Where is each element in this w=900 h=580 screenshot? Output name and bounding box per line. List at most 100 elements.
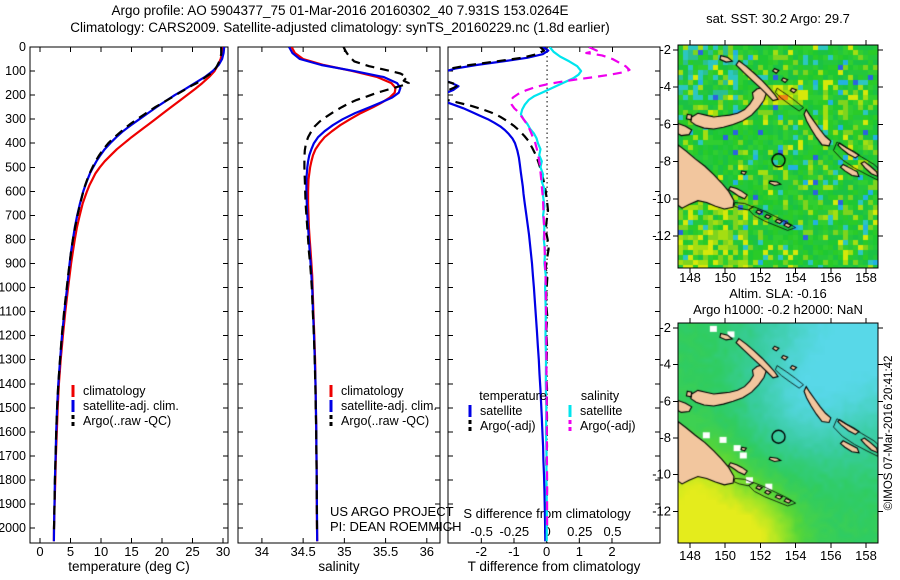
svg-text:900: 900 xyxy=(5,256,26,270)
svg-text:10: 10 xyxy=(94,544,108,559)
svg-text:800: 800 xyxy=(5,232,26,246)
svg-text:S difference from climatology: S difference from climatology xyxy=(463,506,631,521)
series-s-argo-adj- xyxy=(509,47,631,530)
svg-text:1600: 1600 xyxy=(0,425,26,439)
series-satellite-adj-clim- xyxy=(52,47,226,542)
svg-text:0: 0 xyxy=(543,524,550,539)
series-climatology xyxy=(52,47,224,542)
title-line-2: Climatology: CARS2009. Satellite-adjuste… xyxy=(70,19,610,35)
svg-text:-0.25: -0.25 xyxy=(500,524,530,539)
svg-text:Argo(..raw -QC): Argo(..raw -QC) xyxy=(341,414,429,428)
svg-text:-6: -6 xyxy=(659,116,671,131)
svg-text:15: 15 xyxy=(124,544,138,559)
svg-text:-12: -12 xyxy=(652,228,671,243)
svg-text:600: 600 xyxy=(5,184,26,198)
svg-text:34: 34 xyxy=(255,544,269,559)
svg-text:154: 154 xyxy=(785,548,807,563)
svg-text:climatology: climatology xyxy=(83,384,146,398)
svg-text:154: 154 xyxy=(785,270,807,285)
svg-text:Argo(-adj): Argo(-adj) xyxy=(580,419,636,433)
svg-text:-2: -2 xyxy=(476,544,488,559)
svg-text:34.5: 34.5 xyxy=(290,544,315,559)
svg-text:1200: 1200 xyxy=(0,329,26,343)
svg-text:US ARGO PROJECT: US ARGO PROJECT xyxy=(330,504,454,519)
svg-text:200: 200 xyxy=(5,88,26,102)
difference-axes: -2 -1 0 1 2T difference from climatology -0.5… xyxy=(463,47,641,574)
page-title: Argo profile: AO 5904377_75 01-Mar-2016 … xyxy=(40,3,640,36)
svg-text:1900: 1900 xyxy=(0,497,26,511)
plot-frame-1: 0 100 200 300 400 500 600 700 800 900 1000 1100 1200… xyxy=(0,40,229,544)
svg-text:-4: -4 xyxy=(659,357,671,372)
svg-text:1500: 1500 xyxy=(0,401,26,415)
svg-text:satellite-adj. clim.: satellite-adj. clim. xyxy=(83,399,179,413)
svg-text:152: 152 xyxy=(750,270,772,285)
svg-text:2000: 2000 xyxy=(0,521,26,535)
sla-title-line-1: Altim. SLA: -0.16 xyxy=(729,286,827,301)
series-t-argo-adj- xyxy=(448,47,550,530)
svg-text:152: 152 xyxy=(750,548,772,563)
svg-text:-2: -2 xyxy=(659,320,671,335)
svg-text:0: 0 xyxy=(36,544,43,559)
svg-text:Argo(..raw -QC): Argo(..raw -QC) xyxy=(83,414,171,428)
imos-watermark: ©IMOS 07-Mar-2016 20:41:42 xyxy=(883,355,895,511)
svg-text:1400: 1400 xyxy=(0,377,26,391)
salinity-profile-x-axis: 34 34.5 35 35.5 36 salinity xyxy=(255,47,434,574)
svg-text:5: 5 xyxy=(67,544,74,559)
svg-text:satellite-adj. clim.: satellite-adj. clim. xyxy=(341,399,437,413)
series-argo-raw-qc- xyxy=(52,47,223,530)
svg-text:0: 0 xyxy=(19,40,26,54)
svg-text:-0.5: -0.5 xyxy=(470,524,492,539)
svg-text:temperature (deg C): temperature (deg C) xyxy=(68,559,190,574)
plot-frame-3 xyxy=(447,46,661,544)
svg-text:158: 158 xyxy=(855,548,877,563)
svg-text:1700: 1700 xyxy=(0,449,26,463)
svg-text:148: 148 xyxy=(679,548,701,563)
svg-text:-10: -10 xyxy=(652,191,671,206)
svg-text:158: 158 xyxy=(855,270,877,285)
svg-text:salinity: salinity xyxy=(318,559,360,574)
plot-frame-2 xyxy=(237,46,441,544)
svg-text:-4: -4 xyxy=(659,79,671,94)
svg-text:climatology: climatology xyxy=(341,384,404,398)
svg-text:T difference from climatology: T difference from climatology xyxy=(468,559,641,574)
svg-text:1000: 1000 xyxy=(0,281,26,295)
svg-text:1: 1 xyxy=(576,544,583,559)
svg-text:148: 148 xyxy=(679,270,701,285)
svg-text:156: 156 xyxy=(820,548,842,563)
svg-text:700: 700 xyxy=(5,208,26,222)
svg-text:500: 500 xyxy=(5,160,26,174)
svg-text:-8: -8 xyxy=(659,430,671,445)
svg-text:400: 400 xyxy=(5,136,26,150)
svg-text:1100: 1100 xyxy=(0,305,26,319)
series-satellite-adj-clim- xyxy=(288,47,402,542)
sla-map xyxy=(678,323,878,543)
svg-text:300: 300 xyxy=(5,112,26,126)
svg-text:100: 100 xyxy=(5,64,26,78)
svg-text:0: 0 xyxy=(543,544,550,559)
svg-text:-1: -1 xyxy=(508,544,520,559)
sla-map-title: Altim. SLA: -0.16 Argo h1000: -0.2 h2000… xyxy=(668,286,888,318)
svg-text:150: 150 xyxy=(714,270,736,285)
series-climatology xyxy=(290,47,397,542)
svg-text:0.25: 0.25 xyxy=(567,524,592,539)
svg-text:1800: 1800 xyxy=(0,473,26,487)
svg-text:-12: -12 xyxy=(652,503,671,518)
svg-text:20: 20 xyxy=(155,544,169,559)
svg-text:25: 25 xyxy=(185,544,199,559)
svg-text:temperature: temperature xyxy=(479,389,546,403)
svg-text:30: 30 xyxy=(216,544,230,559)
series-argo-raw-qc- xyxy=(303,47,410,530)
svg-text:PI: DEAN ROEMMICH: PI: DEAN ROEMMICH xyxy=(330,519,461,534)
title-line-1: Argo profile: AO 5904377_75 01-Mar-2016 … xyxy=(111,3,569,18)
series-s-satellite xyxy=(519,47,583,542)
svg-text:2: 2 xyxy=(608,544,615,559)
series-t-satellite xyxy=(448,47,550,542)
difference-legend: temperaturesatelliteArgo(-adj)salinitysa… xyxy=(468,389,636,433)
sst-map xyxy=(678,45,878,268)
svg-text:Argo(-adj): Argo(-adj) xyxy=(480,419,536,433)
svg-text:0.5: 0.5 xyxy=(603,524,621,539)
